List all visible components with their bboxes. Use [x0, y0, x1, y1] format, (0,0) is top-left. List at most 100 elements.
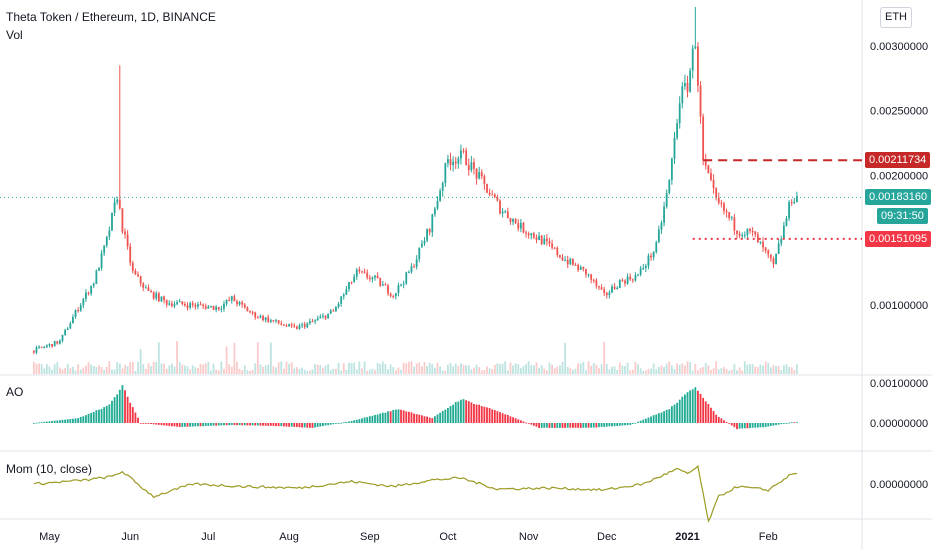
- volume-bar: [381, 361, 384, 374]
- ao-bar: [298, 423, 301, 428]
- ao-bar: [504, 414, 507, 423]
- volume-bar: [579, 363, 582, 374]
- candle-body: [134, 270, 137, 275]
- volume-bar: [376, 362, 379, 374]
- volume-bar: [275, 367, 277, 374]
- volume-bar: [72, 366, 74, 374]
- volume-bar: [322, 367, 324, 374]
- ao-bar: [207, 423, 210, 426]
- candle-body: [730, 217, 733, 219]
- ao-bar: [353, 420, 356, 423]
- volume-label: Vol: [6, 28, 23, 42]
- ao-bar: [790, 422, 793, 423]
- ao-bar: [782, 423, 785, 424]
- volume-bar: [793, 370, 796, 374]
- price-tick-label: 0.00100000: [870, 300, 928, 312]
- candle-body: [285, 325, 288, 327]
- volume-bar: [400, 369, 402, 374]
- ao-bar: [415, 414, 418, 423]
- candle-body: [655, 242, 658, 252]
- ao-bar: [269, 423, 272, 426]
- volume-bar: [293, 368, 296, 374]
- ao-bar: [462, 399, 465, 423]
- volume-bar: [600, 364, 603, 374]
- ao-bar: [725, 421, 728, 423]
- volume-bar: [629, 370, 632, 374]
- volume-bar: [243, 365, 246, 374]
- candle-body: [74, 310, 77, 317]
- candle-body: [272, 320, 275, 322]
- ao-bar: [618, 423, 621, 426]
- ao-bar: [574, 423, 577, 428]
- volume-bar: [361, 368, 363, 374]
- ao-bar: [454, 402, 457, 423]
- ao-bar: [92, 412, 95, 423]
- time-tick-label: May: [39, 531, 60, 543]
- ao-bar: [295, 423, 298, 427]
- ao-bar: [98, 409, 100, 423]
- candle-body: [327, 313, 330, 319]
- volume-bar: [259, 364, 262, 374]
- ao-bar: [53, 420, 56, 423]
- volume-bar: [230, 366, 233, 374]
- volume-bar: [191, 365, 194, 374]
- volume-bar: [129, 362, 132, 374]
- candle-body: [215, 307, 218, 310]
- candle-body: [157, 293, 160, 302]
- candle-body: [585, 268, 587, 275]
- ao-bar: [322, 423, 324, 427]
- volume-bar: [585, 370, 587, 374]
- candle-body: [129, 246, 132, 263]
- ao-bar: [751, 423, 754, 428]
- volume-bar: [389, 364, 392, 374]
- candle-body: [506, 211, 509, 219]
- candle-body: [702, 116, 705, 161]
- candle-body: [165, 300, 168, 305]
- candle-body: [556, 247, 559, 256]
- ao-bar: [282, 423, 285, 427]
- candle-body: [772, 258, 775, 264]
- candle-body: [634, 275, 637, 281]
- ao-bar: [582, 423, 585, 428]
- ao-bar: [447, 407, 449, 423]
- ao-bar: [293, 423, 296, 427]
- candle-body: [764, 247, 767, 251]
- volume-bar: [374, 370, 376, 374]
- candle-body: [712, 179, 715, 189]
- volume-bar: [183, 365, 186, 374]
- volume-bar: [574, 368, 577, 374]
- ao-bar: [113, 397, 116, 423]
- ao-bar: [108, 404, 111, 423]
- symbol-title[interactable]: Theta Token / Ethereum, 1D, BINANCE: [6, 10, 216, 24]
- volume-bar: [746, 364, 749, 374]
- ao-bar: [163, 423, 165, 426]
- ao-bar: [238, 423, 241, 426]
- volume-bar: [51, 369, 53, 374]
- ao-bar: [90, 412, 93, 423]
- candle-body: [746, 229, 749, 235]
- candle-body: [665, 193, 668, 207]
- volume-bar: [756, 366, 759, 374]
- volume-bar: [199, 363, 202, 374]
- candle-body: [58, 340, 61, 344]
- volume-bar: [290, 362, 293, 374]
- volume-bar: [525, 364, 527, 374]
- candle-body: [306, 323, 309, 328]
- ao-bar: [144, 423, 147, 424]
- candle-body: [535, 237, 538, 240]
- candle-body: [762, 241, 764, 248]
- volume-bar: [387, 369, 389, 374]
- currency-button[interactable]: ETH: [880, 7, 912, 28]
- volume-bar: [582, 361, 585, 374]
- candle-body: [699, 85, 702, 117]
- volume-bar: [670, 365, 673, 374]
- ao-bar: [493, 410, 496, 423]
- candle-body: [415, 259, 418, 267]
- candle-body: [441, 183, 444, 191]
- volume-bar: [238, 368, 241, 374]
- ao-bar: [780, 423, 783, 425]
- ao-bar: [379, 413, 382, 423]
- ao-bar: [746, 423, 749, 429]
